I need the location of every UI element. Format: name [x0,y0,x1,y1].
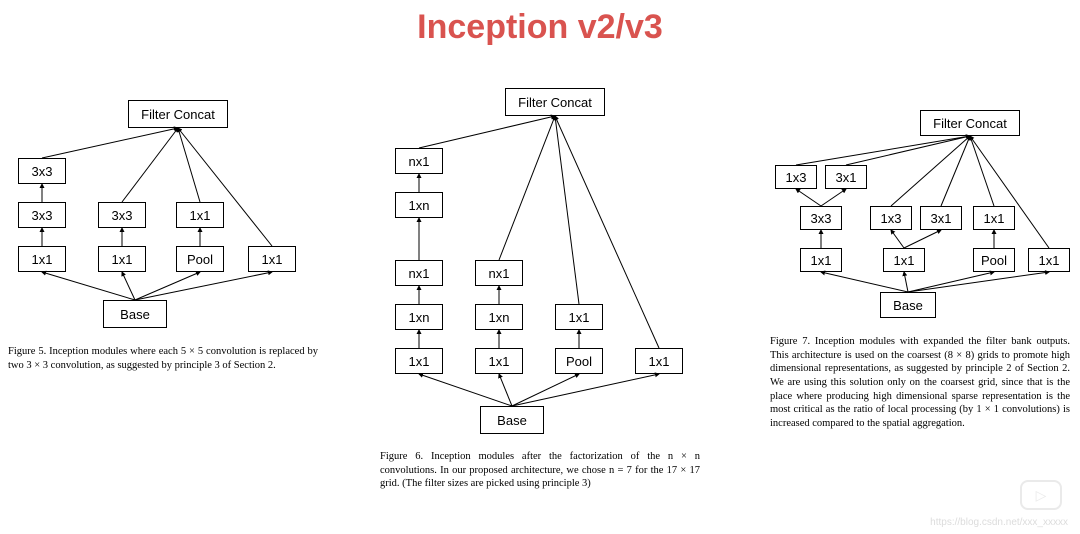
fig6-node-b0: 1x1 [475,348,523,374]
fig5-node-b1: 1x1 [98,246,146,272]
fig7-node-b1: 1x1 [883,248,925,272]
play-icon: ▷ [1020,480,1062,510]
figure-6-caption: Figure 6. Inception modules after the fa… [380,450,700,491]
fig6-node-b2: nx1 [475,260,523,286]
fig7-node-bL: 1x3 [870,206,912,230]
fig6-node-a1: 1xn [395,304,443,330]
fig7-node-bR: 3x1 [920,206,962,230]
fig7-node-c1: Pool [973,248,1015,272]
fig7-node-base: Base [880,292,936,318]
figure-6-diagram: Filter Concat nx1 1xn nx1 1xn 1x1 nx1 1xn 1x1 1x1… [380,88,710,488]
figure-7-caption: Figure 7. Inception modules with expande… [770,335,1070,430]
fig5-node-a1: 1x1 [18,246,66,272]
fig5-node-c2: 1x1 [176,202,224,228]
fig7-node-d1: 1x1 [1028,248,1070,272]
fig7-node-concat: Filter Concat [920,110,1020,136]
fig6-node-concat: Filter Concat [505,88,605,116]
fig6-node-a3: 1xn [395,192,443,218]
fig7-node-a2: 3x3 [800,206,842,230]
fig6-node-a2: nx1 [395,260,443,286]
fig7-node-c2: 1x1 [973,206,1015,230]
fig6-node-base: Base [480,406,544,434]
fig6-node-c1: 1x1 [555,304,603,330]
fig6-node-a0: 1x1 [395,348,443,374]
fig7-node-a1: 1x1 [800,248,842,272]
fig5-node-a3: 3x3 [18,158,66,184]
watermark-text: https://blog.csdn.net/xxx_xxxxx [930,517,1068,528]
fig5-node-b2: 3x3 [98,202,146,228]
fig7-node-aL: 1x3 [775,165,817,189]
slide-title: Inception v2/v3 [417,8,663,47]
fig5-node-c1: Pool [176,246,224,272]
figure-5-diagram: Filter Concat 3x3 3x3 1x1 3x3 1x1 1x1 Pool 1x1 Ba… [8,100,328,380]
fig6-node-c0: Pool [555,348,603,374]
fig7-node-aR: 3x1 [825,165,867,189]
fig6-node-d0: 1x1 [635,348,683,374]
fig6-node-b1: 1xn [475,304,523,330]
fig5-node-a2: 3x3 [18,202,66,228]
figure-5-caption: Figure 5. Inception modules where each 5… [8,345,318,372]
figure-7-diagram: Filter Concat1x33x13x31x11x33x11x11x1Poo… [770,110,1080,350]
fig5-node-base: Base [103,300,167,328]
fig6-node-a4: nx1 [395,148,443,174]
fig5-node-concat: Filter Concat [128,100,228,128]
fig5-node-d1: 1x1 [248,246,296,272]
